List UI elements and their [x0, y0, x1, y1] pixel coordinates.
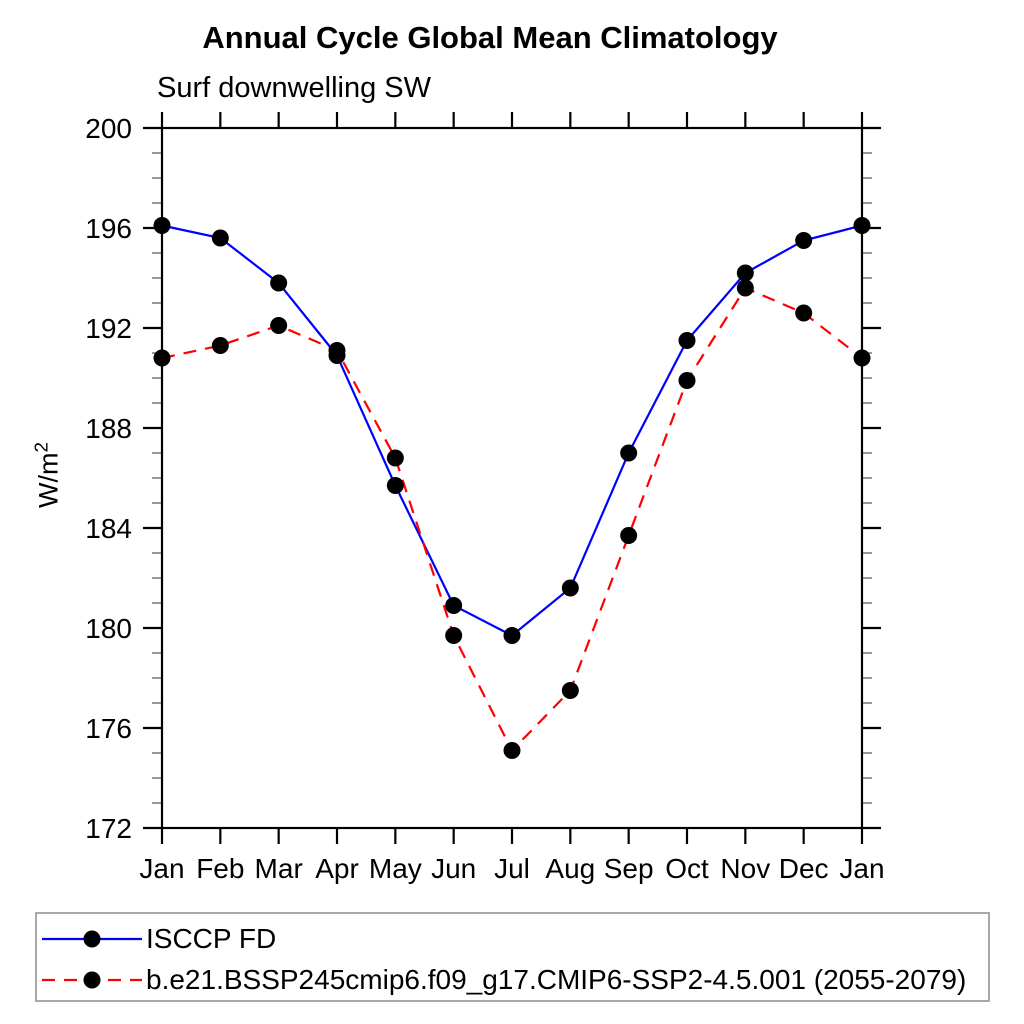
series-0-marker	[270, 274, 288, 292]
series-1-marker	[445, 627, 463, 644]
legend-label-model: b.e21.BSSP245cmip6.f09_g17.CMIP6-SSP2-4.…	[146, 963, 967, 995]
series-0-marker	[386, 477, 404, 494]
y-tick-label: 184	[85, 513, 132, 544]
legend-line-sample-solid	[42, 930, 142, 947]
x-tick-label: Dec	[779, 853, 829, 884]
x-tick-label: Jan	[839, 853, 884, 884]
legend-item-model: b.e21.BSSP245cmip6.f09_g17.CMIP6-SSP2-4.…	[37, 959, 988, 1000]
x-tick-label: Aug	[545, 853, 595, 884]
series-0-marker	[678, 332, 696, 349]
y-tick-label: 196	[85, 213, 132, 244]
y-tick-label: 176	[85, 713, 132, 744]
x-tick-label: Nov	[720, 853, 770, 884]
series-0-marker	[736, 264, 754, 282]
series-1-marker	[620, 527, 638, 544]
series-0-marker	[795, 232, 813, 249]
chart-subtitle: Surf downwelling SW	[157, 72, 431, 104]
series-1-marker	[795, 304, 813, 322]
series-1-marker	[503, 742, 521, 759]
series-line-1	[161, 286, 863, 753]
series-line-0	[161, 224, 863, 637]
x-tick-label: Sep	[604, 853, 654, 884]
series-1-marker	[736, 279, 754, 297]
legend-label-isccp-fd: ISCCP FD	[146, 922, 277, 954]
series-1-marker	[853, 349, 871, 367]
series-0-marker	[853, 217, 871, 234]
series-0-marker	[211, 229, 229, 247]
x-tick-label: Mar	[255, 853, 303, 884]
plot-frame	[160, 126, 864, 830]
x-tick-label: May	[369, 853, 422, 884]
series-0-marker	[153, 217, 171, 234]
x-tick-label: Apr	[315, 853, 359, 884]
series-0-marker	[503, 627, 521, 644]
series-0-marker	[620, 444, 638, 462]
y-tick-label: 188	[85, 413, 132, 444]
x-tick-label: Feb	[196, 853, 244, 884]
legend-line-sample-dashed	[42, 971, 142, 988]
series-1-marker	[386, 449, 404, 467]
y-tick-label: 192	[85, 313, 132, 344]
x-tick-label: Jun	[431, 853, 476, 884]
chart-title: Annual Cycle Global Mean Climatology	[202, 20, 778, 55]
legend: ISCCP FD b.e21.BSSP245cmip6.f09_g17.CMIP…	[35, 912, 990, 1002]
x-tick-label: Oct	[665, 853, 709, 884]
x-tick-label: Jul	[494, 853, 530, 884]
series-1-marker	[211, 337, 229, 354]
series-1-marker	[678, 372, 696, 389]
series-1-marker	[153, 349, 171, 367]
x-tick-label: Jan	[139, 853, 184, 884]
y-tick-label: 172	[85, 813, 132, 844]
series-1-marker	[328, 342, 346, 359]
series-0-marker	[445, 597, 463, 614]
y-tick-label: 200	[85, 113, 132, 144]
legend-item-isccp-fd: ISCCP FD	[37, 918, 988, 959]
series-1-marker	[270, 317, 288, 334]
series-1-marker	[561, 682, 579, 699]
y-tick-label: 180	[85, 613, 132, 644]
series-0-marker	[561, 579, 579, 597]
